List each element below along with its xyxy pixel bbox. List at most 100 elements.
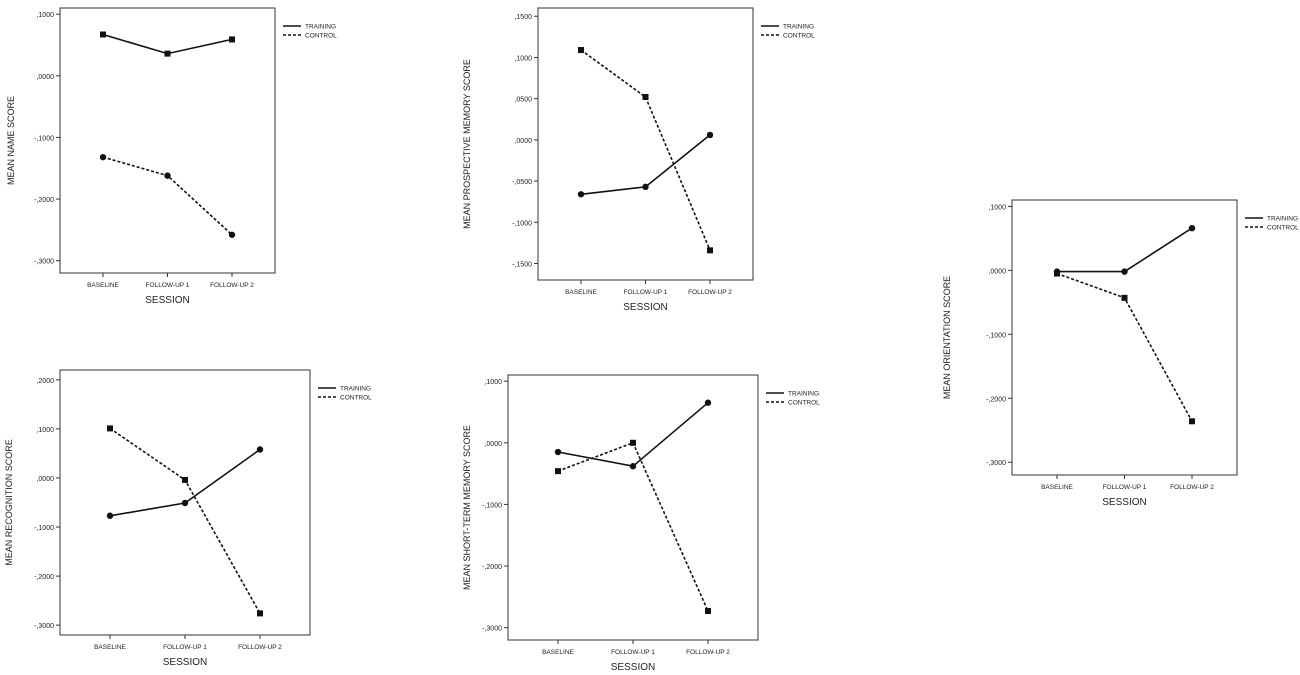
marker-circle [1188,224,1196,232]
y-tick-label: ,0000 [36,476,54,483]
chart-4: ,1000 ,0000 -,1000 -,2000 -,3000 BASELINE FOLL… [462,374,820,673]
marker-square [1189,418,1195,425]
marker-square [107,425,113,432]
x-axis-title: SESSION [145,295,189,306]
y-tick-label: ,1000 [36,427,54,434]
y-axis-title: MEAN ORIENTATION SCORE [942,276,952,399]
x-tick-label: FOLLOW-UP 1 [611,649,655,656]
marker-square [578,47,584,54]
marker-circle [99,153,107,161]
marker-square [642,94,649,101]
y-tick-label: ,1000 [514,55,532,62]
x-axis-title: SESSION [623,302,667,313]
x-tick-label: FOLLOW-UP 1 [624,289,668,296]
y-tick-label: -,3000 [482,626,502,633]
y-tick-label: -,3000 [34,623,54,630]
legend-label: TRAINING [1267,216,1298,223]
y-tick-label: ,0000 [36,74,54,81]
marker-square [257,610,263,617]
marker-circle [106,512,114,519]
legend-label: CONTROL [788,400,820,407]
legend-label: CONTROL [1267,225,1299,232]
marker-square [630,439,636,446]
y-tick-label: -,1000 [512,220,532,227]
y-tick-label: -,1000 [34,525,54,532]
series-line-training [557,402,709,468]
marker-circle [629,463,637,470]
legend-label: TRAINING [783,24,814,31]
series-line-control [102,156,233,236]
marker-square [100,31,106,38]
x-tick-label: FOLLOW-UP 2 [238,644,282,651]
y-tick-label: -,2000 [34,574,54,581]
x-axis-title: SESSION [1102,497,1146,508]
x-tick-label: FOLLOW-UP 1 [1103,484,1147,491]
marker-circle [228,231,236,238]
x-axis-title: SESSION [163,657,207,668]
y-tick-label: ,1000 [988,204,1006,211]
y-axis-title: MEAN RECOGNITION SCORE [4,439,14,566]
x-tick-label: FOLLOW-UP 2 [688,289,732,296]
x-tick-label: BASELINE [94,644,126,651]
plot-frame [507,374,759,641]
plot-frame [537,7,754,281]
legend-label: CONTROL [783,33,815,40]
x-tick-label: BASELINE [542,649,574,656]
y-tick-label: ,0000 [988,268,1006,275]
marker-circle [181,499,189,507]
y-tick-label: -,2000 [34,197,54,204]
marker-circle [256,446,264,453]
y-tick-label: ,1500 [514,14,532,21]
y-axis-title: MEAN NAME SCORE [6,96,16,185]
y-tick-label: -,1000 [986,332,1006,339]
marker-square [1054,270,1060,277]
y-tick-label: ,1000 [484,379,502,386]
y-tick-label: ,0000 [484,441,502,448]
legend-label: CONTROL [340,395,372,402]
marker-square [555,468,561,475]
y-tick-label: ,0500 [514,97,532,104]
y-tick-label: -,2000 [482,564,502,571]
marker-circle [706,131,714,139]
legend-label: CONTROL [305,33,337,40]
x-tick-label: FOLLOW-UP 1 [146,282,190,289]
marker-square [229,36,235,43]
x-tick-label: BASELINE [1041,484,1073,491]
legend-label: TRAINING [340,386,371,393]
y-tick-label: -,2000 [986,396,1006,403]
chart-3: ,2000 ,1000 ,0000 -,1000 -,2000 -,3000 BASELIN… [4,369,372,668]
x-axis-title: SESSION [611,662,655,673]
plot-frame [59,7,276,274]
marker-square [705,608,711,615]
legend-label: TRAINING [788,391,819,398]
x-tick-label: BASELINE [565,289,597,296]
marker-square [707,247,713,254]
marker-square [164,50,171,57]
x-tick-label: FOLLOW-UP 1 [163,644,207,651]
chart-1: ,1500 ,1000 ,0500 ,0000 -,0500 -,1000 -,1500 BA… [462,7,815,313]
plot-frame [1011,199,1238,476]
x-tick-label: FOLLOW-UP 2 [1170,484,1214,491]
y-tick-label: -,3000 [986,460,1006,467]
marker-circle [1121,268,1128,275]
marker-circle [554,448,562,456]
y-tick-label: -,1000 [34,135,54,142]
y-axis-title: MEAN PROSPECTIVE MEMORY SCORE [462,59,472,229]
x-tick-label: FOLLOW-UP 2 [686,649,730,656]
marker-square [1121,294,1128,301]
marker-circle [642,183,649,191]
marker-square [182,476,188,483]
y-tick-label: -,1500 [512,262,532,269]
x-tick-label: BASELINE [87,282,119,289]
series-line-training [1057,227,1193,273]
series-line-control [109,427,261,614]
y-tick-label: -,3000 [34,259,54,266]
legend-label: TRAINING [305,24,336,31]
y-tick-label: ,0000 [514,138,532,145]
marker-circle [704,399,712,406]
y-tick-label: -,1000 [482,502,502,509]
chart-0: ,1000 ,0000 -,1000 -,2000 -,3000 BASELINE FOLL… [6,7,337,306]
y-axis-title: MEAN SHORT-TERM MEMORY SCORE [462,425,472,590]
y-tick-label: ,1000 [36,12,54,19]
